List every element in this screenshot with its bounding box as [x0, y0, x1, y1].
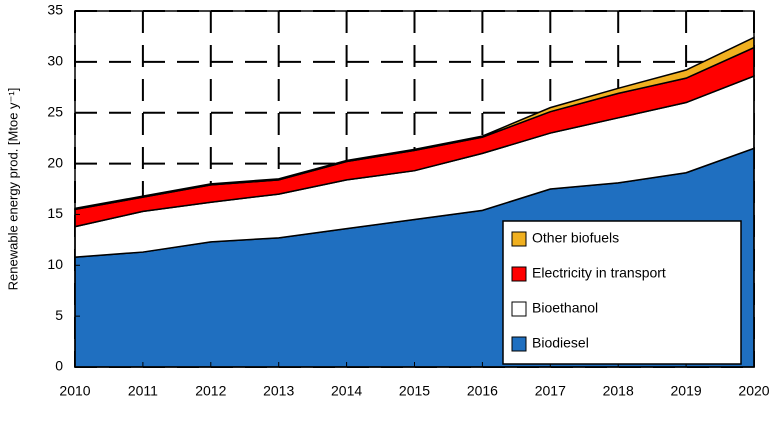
x-tick-label: 2020: [738, 383, 769, 399]
legend-label: Bioethanol: [532, 300, 598, 316]
legend: Other biofuels Electricity in transport Bi…: [502, 220, 742, 365]
y-tick-label: 30: [47, 53, 63, 69]
legend-swatch: [511, 266, 527, 282]
x-tick-label: 2012: [195, 383, 226, 399]
legend-swatch: [511, 301, 527, 317]
y-tick-label: 20: [47, 154, 63, 170]
x-tick-label: 2013: [263, 383, 294, 399]
x-tick-label: 2015: [399, 383, 430, 399]
y-tick-label: 10: [47, 256, 63, 272]
y-tick-label: 35: [47, 2, 63, 18]
x-tick-label: 2011: [128, 383, 158, 399]
x-tick-label: 2017: [535, 383, 566, 399]
x-tick-label: 2014: [331, 383, 362, 399]
x-tick-label: 2018: [603, 383, 634, 399]
y-tick-label: 25: [47, 103, 63, 119]
y-tick-label: 15: [47, 205, 63, 221]
y-tick-label: 5: [55, 307, 63, 323]
x-tick-label: 2010: [59, 383, 90, 399]
legend-swatch: [511, 336, 527, 352]
y-tick-label: 0: [55, 358, 63, 374]
legend-swatch: [511, 231, 527, 247]
legend-box: [502, 220, 742, 365]
axes: 0 5 10 15 20 25 30 35 2010 2011 2012 2013 2014 2015 20…: [47, 2, 769, 399]
plot-frame: [74, 10, 755, 368]
legend-label: Biodiesel: [532, 335, 589, 351]
x-tick-label: 2016: [467, 383, 498, 399]
legend-label: Other biofuels: [532, 230, 619, 246]
x-tick-label: 2019: [671, 383, 702, 399]
y-axis-label: Renewable energy prod. [Mtoe y⁻¹]: [5, 88, 20, 291]
legend-label: Electricity in transport: [532, 265, 666, 281]
